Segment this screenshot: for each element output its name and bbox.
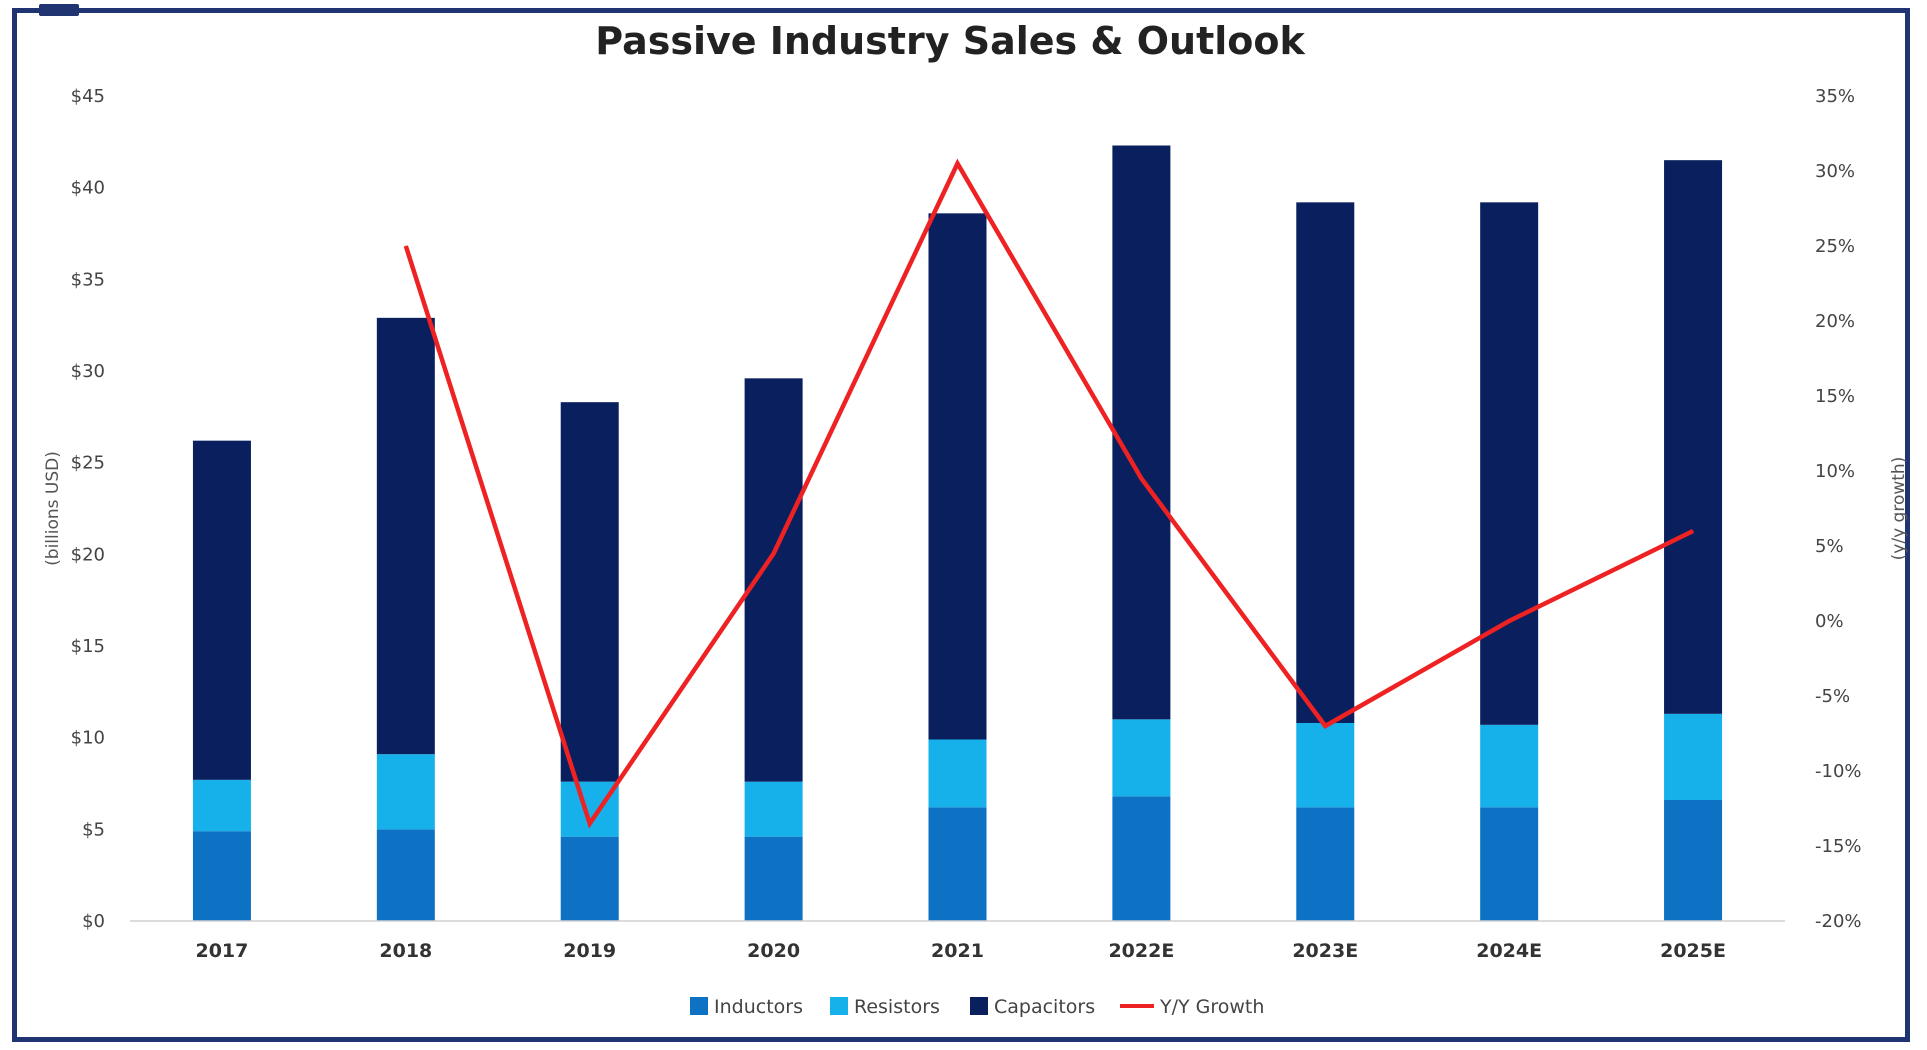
legend-swatch-resistors [830, 997, 848, 1015]
bar-capacitors-2024e [1480, 202, 1539, 725]
legend-label: Capacitors [994, 996, 1095, 1018]
x-tick-label: 2022E [1108, 940, 1174, 962]
bar-capacitors-2017 [192, 440, 251, 780]
y-tick-label: $40 [71, 178, 105, 199]
bar-capacitors-2022e [1112, 145, 1171, 720]
growth-point-2018 [405, 245, 407, 247]
bar-capacitors-2019 [560, 402, 619, 782]
legend-label: Inductors [714, 996, 803, 1018]
y-tick-label: $25 [71, 453, 105, 474]
legend: Inductors Resistors Capacitors Y/Y Growth [690, 996, 1264, 1018]
bar-resistors-2021 [928, 739, 987, 808]
y-tick-label: $5 [82, 819, 105, 840]
bars-group [192, 145, 1723, 921]
growth-point-2019 [589, 823, 591, 824]
bar-resistors-2022e [1112, 719, 1171, 797]
bar-inductors-2020 [744, 836, 803, 921]
y2-tick-label: -20% [1815, 911, 1862, 932]
legend-swatch-inductors [690, 997, 708, 1015]
y2-tick-label: -15% [1815, 836, 1862, 857]
bar-capacitors-2018 [376, 317, 435, 755]
growth-line [403, 158, 1695, 829]
legend-swatch-capacitors [970, 997, 988, 1015]
growth-point-2020 [773, 553, 775, 554]
bar-inductors-2022e [1112, 796, 1171, 921]
bar-inductors-2017 [192, 831, 251, 921]
bar-capacitors-2021 [928, 213, 987, 740]
y2-tick-label: 20% [1815, 311, 1855, 332]
y2-tick-label: 10% [1815, 461, 1855, 482]
x-tick-label: 2017 [195, 940, 248, 962]
axes-group: $0 $5 $10 $15 $20 $25 $30 $35 $40 $45 -20% -15% -10%… [43, 86, 1909, 962]
bar-inductors-2019 [560, 836, 619, 921]
y2-tick-label: -5% [1815, 686, 1850, 707]
legend-label: Y/Y Growth [1159, 996, 1264, 1018]
x-tick-label: 2019 [563, 940, 616, 962]
x-tick-label: 2021 [931, 940, 984, 962]
y2-tick-label: -10% [1815, 761, 1862, 782]
y-tick-label: $15 [71, 636, 105, 657]
x-tick-label: 2025E [1660, 940, 1726, 962]
y-tick-label: $45 [71, 86, 105, 107]
bar-inductors-2024e [1480, 807, 1539, 921]
y-tick-label: $0 [82, 911, 105, 932]
growth-point-2023e [1324, 725, 1326, 727]
y-tick-label: $30 [71, 361, 105, 382]
growth-point-2022e [1140, 478, 1142, 479]
bar-capacitors-2023e [1296, 202, 1355, 724]
growth-point-2024e [1508, 620, 1510, 622]
bar-resistors-2017 [192, 779, 251, 832]
y-tick-label: $35 [71, 269, 105, 290]
bar-inductors-2025e [1664, 800, 1723, 921]
legend-label: Resistors [854, 996, 940, 1018]
bar-resistors-2019 [560, 781, 619, 837]
bar-resistors-2024e [1480, 724, 1539, 808]
x-tick-label: 2024E [1476, 940, 1542, 962]
y-tick-label: $20 [71, 544, 105, 565]
bar-inductors-2018 [376, 829, 435, 921]
y2-tick-label: 0% [1815, 611, 1844, 632]
bar-inductors-2023e [1296, 807, 1355, 921]
bar-resistors-2020 [744, 781, 803, 837]
bar-inductors-2021 [928, 807, 987, 921]
chart-title: Passive Industry Sales & Outlook [595, 19, 1305, 63]
frame-corner-mark [39, 4, 79, 16]
growth-point-2021 [957, 163, 958, 164]
y-tick-label: $10 [71, 728, 105, 749]
y2-tick-label: 25% [1815, 236, 1855, 257]
y2-tick-label: 30% [1815, 161, 1855, 182]
x-tick-label: 2018 [379, 940, 432, 962]
y2-axis-title: (y/y growth) [1889, 457, 1909, 561]
growth-line-group [403, 158, 1695, 829]
bar-resistors-2018 [376, 754, 435, 830]
bar-resistors-2025e [1664, 713, 1723, 800]
y2-tick-label: 35% [1815, 86, 1855, 107]
y2-tick-label: 5% [1815, 536, 1844, 557]
x-tick-label: 2020 [747, 940, 800, 962]
bar-resistors-2023e [1296, 723, 1355, 808]
y-axis-title: (billions USD) [43, 451, 63, 566]
y2-tick-label: 15% [1815, 386, 1855, 407]
x-tick-label: 2023E [1292, 940, 1358, 962]
bar-capacitors-2025e [1664, 160, 1723, 714]
growth-point-2025e [1692, 530, 1694, 532]
